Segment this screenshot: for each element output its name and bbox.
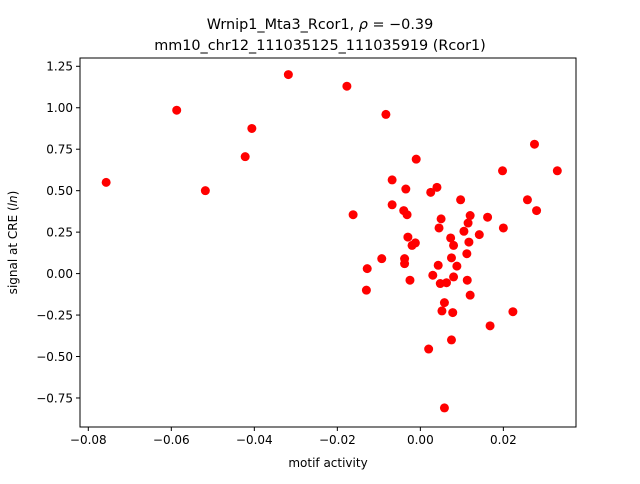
scatter-point-12 — [387, 175, 397, 185]
scatter-point-18 — [400, 259, 410, 269]
plot-frame — [79, 57, 577, 428]
y-tick-label-6: 0.75 — [46, 143, 73, 157]
x-tick-label-2: −0.04 — [236, 433, 273, 447]
scatter-point-54 — [498, 166, 508, 176]
scatter-point-23 — [411, 154, 421, 164]
scatter-point-13 — [387, 200, 397, 210]
y-tick-label-7: 1.00 — [46, 101, 73, 115]
y-axis-label: signal at CRE (ln) — [6, 191, 20, 295]
scatter-point-6 — [342, 81, 352, 91]
scatter-point-32 — [437, 306, 447, 316]
y-tick-label-4: 0.25 — [46, 225, 73, 239]
scatter-point-16 — [402, 210, 412, 220]
scatter-point-46 — [462, 275, 472, 285]
x-axis-label: motif activity — [288, 456, 367, 470]
scatter-point-55 — [498, 223, 508, 233]
scatter-point-39 — [448, 308, 458, 318]
scatter-point-43 — [456, 195, 466, 205]
scatter-point-7 — [348, 210, 358, 220]
scatter-point-49 — [465, 211, 475, 221]
scatter-point-44 — [459, 226, 469, 236]
scatter-point-5 — [283, 70, 293, 80]
x-tick-label-4: 0.00 — [407, 433, 434, 447]
y-tick-label-1: −0.50 — [36, 350, 73, 364]
chart-title-line1: Wrnip1_Mta3_Rcor1, ρ = −0.39 — [207, 17, 433, 33]
y-tick-label-3: 0.00 — [46, 267, 73, 281]
y-tick-label-8: 1.25 — [46, 60, 73, 74]
x-tick-label-3: −0.02 — [319, 433, 356, 447]
scatter-point-22 — [410, 238, 420, 248]
scatter-point-37 — [446, 335, 456, 345]
scatter-point-9 — [361, 285, 371, 295]
scatter-point-8 — [362, 264, 372, 274]
scatter-point-35 — [442, 278, 451, 288]
scatter-point-34 — [439, 403, 449, 413]
scatter-point-25 — [426, 187, 436, 197]
scatter-point-10 — [377, 254, 387, 264]
scatter-point-0 — [101, 177, 111, 187]
scatter-point-45 — [462, 249, 472, 259]
scatter-point-50 — [465, 290, 475, 300]
scatter-point-19 — [403, 232, 413, 242]
scatter-point-57 — [522, 195, 532, 205]
scatter-point-31 — [436, 214, 446, 224]
scatter-point-52 — [483, 212, 493, 222]
y-axis-ticks: −0.75 −0.50 −0.25 0.00 0.25 0.50 0.75 1.00 1.25 — [36, 60, 80, 405]
scatter-point-15 — [401, 184, 411, 194]
x-axis-ticks: −0.08 −0.06 −0.04 −0.02 0.00 0.02 — [70, 427, 517, 447]
chart-title-line2: mm10_chr12_111035125_111035919 (Rcor1) — [154, 38, 486, 54]
scatter-point-48 — [464, 237, 474, 247]
scatter-point-53 — [485, 321, 495, 331]
scatter-point-28 — [433, 260, 443, 270]
x-tick-label-5: 0.02 — [490, 433, 517, 447]
scatter-point-20 — [405, 275, 415, 285]
scatter-point-38 — [446, 253, 456, 263]
scatter-point-51 — [474, 230, 484, 240]
scatter-point-29 — [434, 223, 444, 233]
scatter-point-60 — [552, 166, 562, 176]
scatter-point-3 — [247, 123, 257, 133]
scatter-point-41 — [449, 272, 459, 282]
scatter-point-4 — [240, 152, 250, 162]
scatter-point-2 — [200, 186, 210, 196]
y-tick-label-2: −0.25 — [36, 308, 73, 322]
y-tick-label-0: −0.75 — [36, 391, 73, 405]
scatter-point-59 — [532, 206, 542, 216]
y-tick-label-5: 0.50 — [46, 184, 73, 198]
scatter-point-33 — [439, 298, 449, 308]
scatter-point-24 — [424, 344, 434, 354]
x-tick-label-0: −0.08 — [70, 433, 107, 447]
scatter-point-40 — [449, 240, 459, 250]
scatter-point-42 — [452, 261, 462, 271]
scatter-point-58 — [529, 139, 539, 149]
scatter-point-1 — [172, 105, 182, 115]
scatter-point-47 — [463, 218, 473, 228]
scatter-point-11 — [381, 109, 391, 119]
scatter-point-26 — [428, 270, 438, 280]
x-tick-label-1: −0.06 — [153, 433, 190, 447]
data-points — [101, 70, 562, 413]
scatter-point-56 — [508, 307, 518, 317]
scatter-point-27 — [432, 182, 442, 192]
scatter-point-36 — [446, 233, 456, 243]
